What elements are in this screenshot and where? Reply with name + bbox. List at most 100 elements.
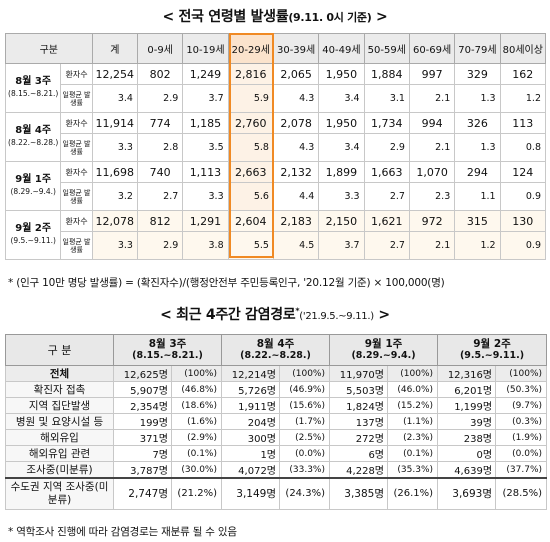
cases-cell: 2,132	[272, 161, 320, 183]
cases-cell: 2,816	[227, 63, 274, 85]
route-count-cell: 3,149명	[221, 477, 280, 510]
week-dates: (8.29.~9.4.)	[10, 187, 56, 196]
cases-cell: 1,884	[363, 63, 410, 85]
cases-cell: 2,065	[272, 63, 320, 85]
route-count-cell: 6,201명	[437, 381, 497, 398]
route-count-cell: 0명	[437, 445, 497, 462]
rate-cell: 2.9	[136, 84, 184, 113]
route-label: 전체	[5, 365, 114, 382]
week-rate-row: 일평균 발생률 3.3 2.8 3.5 5.8 4.3 3.4 2.9 2.1 1.3 0.8	[6, 133, 547, 162]
cases-cell: 12,078	[91, 210, 138, 232]
header-age-50-59: 50-59세	[363, 33, 410, 64]
route-percent-cell: (0.1%)	[386, 445, 439, 462]
week-name: 8월 3주	[15, 76, 52, 87]
route-percent-cell: (1.7%)	[279, 413, 330, 430]
cases-label: 환자수	[60, 210, 93, 232]
cases-cell: 1,291	[182, 210, 229, 232]
header-category: 구분	[5, 33, 93, 64]
rate-cell: 1.3	[454, 84, 501, 113]
route-percent-cell: (46.8%)	[171, 381, 222, 398]
route-count-cell: 238명	[437, 429, 497, 446]
rate-cell: 1.2	[499, 84, 547, 113]
rate-cell: 2.9	[136, 231, 184, 260]
header-age-60-69: 60-69세	[408, 33, 456, 64]
route-label: 해외유입 관련	[5, 445, 114, 462]
route-label: 지역 집단발생	[5, 397, 114, 414]
route-row: 확진자 접촉 5,907명 (46.8%) 5,726명 (46.9%) 5,503명 (4…	[5, 381, 548, 398]
route-count-cell: 5,503명	[329, 381, 388, 398]
rate-cell: 2.1	[408, 231, 456, 260]
route-count-cell: 11,970명	[329, 365, 388, 382]
cases-cell: 326	[454, 112, 501, 134]
route-count-cell: 371명	[113, 429, 172, 446]
route-percent-cell: (100%)	[279, 365, 330, 382]
route-count-cell: 12,625명	[113, 365, 172, 382]
age-incidence-table: 구분 계 0-9세 10-19세 20-29세 30-39세 40-49세 50…	[4, 33, 547, 260]
rate-label: 일평균 발생률	[60, 133, 93, 162]
cases-cell: 2,078	[272, 112, 320, 134]
rate-cell: 2.1	[408, 84, 456, 113]
header-age-0-9: 0-9세	[136, 33, 184, 64]
cases-cell: 12,254	[91, 63, 138, 85]
rate-cell: 0.8	[499, 133, 547, 162]
rate-cell: 3.3	[91, 231, 138, 260]
route-label: 병원 및 요양시설 등	[5, 413, 114, 430]
route-percent-cell: (9.7%)	[495, 397, 548, 414]
cases-cell: 2,604	[227, 210, 274, 232]
week-cases-row: 8월 3주 (8.15.~8.21.) 환자수 12,254 802 1,249 2,816…	[4, 63, 547, 113]
header-period-3: 9월 1주 (8.29.~9.4.)	[328, 334, 439, 366]
cases-cell: 812	[136, 210, 184, 232]
rate-formula-note: * (인구 10만 명당 발생률) = (확진자수)/(행정안전부 주민등록인구…	[8, 277, 445, 289]
age-incidence-title: < 전국 연령별 발생률(9.11. 0시 기준) >	[162, 9, 388, 25]
cases-cell: 124	[499, 161, 547, 183]
cases-cell: 130	[499, 210, 547, 232]
route-label: 수도권 지역 조사중(미분류)	[5, 477, 114, 510]
cases-label: 환자수	[60, 63, 93, 85]
week-name: 9월 1주	[15, 174, 52, 185]
route-label: 확진자 접촉	[5, 381, 114, 398]
route-row: 해외유입 371명 (2.9%) 300명 (2.5%) 272명 (2.3%) 238명 (1…	[5, 429, 548, 446]
rate-cell: 1.2	[454, 231, 501, 260]
week-name: 9월 2주	[15, 223, 52, 234]
route-row: 조사중(미분류) 3,787명 (30.0%) 4,072명 (33.3%) 4,228명…	[5, 461, 548, 479]
week-cases-row: 8월 4주 (8.22.~8.28.) 환자수 11,914 774 1,185 2,760…	[4, 112, 547, 162]
cases-cell: 1,950	[318, 63, 365, 85]
rate-cell: 5.8	[227, 133, 274, 162]
route-percent-cell: (46.9%)	[279, 381, 330, 398]
cases-cell: 972	[408, 210, 456, 232]
rate-cell: 3.3	[91, 133, 138, 162]
route-count-cell: 6명	[329, 445, 388, 462]
route-percent-cell: (15.6%)	[279, 397, 330, 414]
route-percent-cell: (26.1%)	[386, 477, 439, 510]
table1-header-row: 구분 계 0-9세 10-19세 20-29세 30-39세 40-49세 50…	[5, 33, 547, 64]
rate-cell: 1.1	[454, 182, 501, 211]
route-count-cell: 3,385명	[329, 477, 388, 510]
infection-route-table: 구 분 8월 3주 (8.15.~8.21.) 8월 4주 (8.22.~8.28.…	[5, 334, 548, 510]
route-count-cell: 2,747명	[113, 477, 172, 510]
rate-cell: 2.3	[408, 182, 456, 211]
rate-cell: 5.9	[227, 84, 274, 113]
header-age-10-19: 10-19세	[182, 33, 229, 64]
route-count-cell: 1,824명	[329, 397, 388, 414]
rate-cell: 3.5	[182, 133, 229, 162]
cases-cell: 1,113	[182, 161, 229, 183]
week-cases-row: 9월 2주 (9.5.~9.11.) 환자수 12,078 812 1,291 2,604 2…	[4, 210, 547, 260]
route-percent-cell: (35.3%)	[386, 461, 439, 479]
route-percent-cell: (100%)	[495, 365, 548, 382]
week-dates: (9.5.~9.11.)	[10, 236, 56, 245]
reclassification-note: * 역학조사 진행에 따라 감염경로는 재분류 될 수 있음	[8, 526, 237, 538]
route-row: 수도권 지역 조사중(미분류) 2,747명 (21.2%) 3,149명 (24.3%…	[5, 477, 548, 510]
table2-header-row: 구 분 8월 3주 (8.15.~8.21.) 8월 4주 (8.22.~8.28.…	[5, 334, 548, 366]
route-percent-cell: (0.0%)	[495, 445, 548, 462]
cases-cell: 113	[499, 112, 547, 134]
rate-cell: 0.9	[499, 231, 547, 260]
rate-cell: 2.7	[363, 231, 410, 260]
cases-cell: 1,734	[363, 112, 410, 134]
header-total: 계	[91, 33, 138, 64]
route-percent-cell: (2.9%)	[171, 429, 222, 446]
header-route-category: 구 분	[5, 334, 114, 366]
rate-cell: 4.4	[272, 182, 320, 211]
cases-cell: 774	[136, 112, 184, 134]
rate-label: 일평균 발생률	[60, 84, 93, 113]
rate-cell: 3.3	[182, 182, 229, 211]
